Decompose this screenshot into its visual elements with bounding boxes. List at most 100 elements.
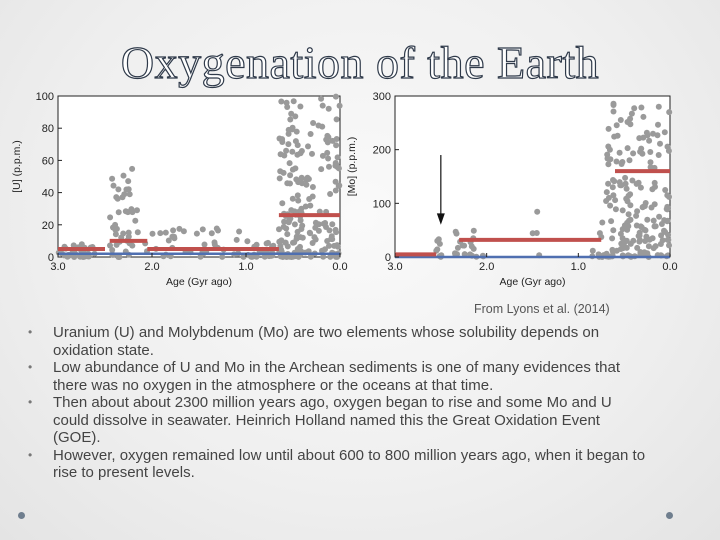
data-point: [149, 230, 156, 237]
data-point: [461, 242, 468, 249]
data-point: [107, 242, 113, 249]
data-point: [298, 174, 305, 181]
data-point: [332, 93, 339, 100]
arrow-head-icon: [436, 213, 445, 225]
data-point: [293, 176, 300, 183]
figure-svg: 0 20 40 60 80 100 3.0 2.0 1.0 0.0 Age (Gyr ago) [U]…: [11, 91, 678, 288]
data-point: [283, 147, 290, 154]
data-point: [613, 158, 620, 165]
data-point: [666, 109, 673, 116]
y-tick-label: 20: [42, 220, 54, 232]
data-point: [157, 230, 164, 237]
data-point: [326, 163, 332, 170]
data-point: [624, 119, 631, 125]
y-tick-label: 0: [48, 252, 54, 264]
data-point: [630, 150, 637, 157]
data-point: [307, 253, 314, 260]
bullet-item: • Uranium (U) and Molybdenum (Mo) are two…: [28, 324, 648, 359]
data-point: [332, 187, 339, 194]
data-point: [327, 191, 334, 197]
data-point: [605, 180, 612, 187]
data-point: [609, 246, 616, 253]
data-point: [285, 126, 292, 133]
data-point: [664, 218, 671, 225]
y-tick-label: 100: [373, 198, 391, 210]
data-point: [286, 160, 293, 167]
data-point: [645, 243, 652, 250]
bullet-list: • Uranium (U) and Molybdenum (Mo) are two…: [28, 324, 648, 482]
data-point: [454, 244, 461, 251]
data-point: [316, 208, 323, 215]
bullet-text: Then about about 2300 million years ago,…: [53, 394, 612, 446]
data-point: [603, 189, 610, 196]
data-point: [607, 202, 614, 209]
data-point: [324, 139, 331, 146]
data-point: [319, 123, 326, 130]
data-point: [624, 226, 631, 233]
data-point: [634, 244, 641, 251]
bullet-text: However, oxygen remained low until about…: [53, 446, 646, 482]
figure-panel: 0 20 40 60 80 100 3.0 2.0 1.0 0.0 Age (Gyr ago) [U]…: [8, 86, 708, 296]
y-tick-label: 40: [42, 188, 54, 200]
y-tick-label: 300: [373, 91, 391, 103]
data-point: [276, 175, 283, 182]
data-point: [647, 159, 654, 166]
x-tick-label: 2.0: [144, 261, 159, 273]
data-point: [651, 179, 658, 186]
data-point: [639, 150, 646, 157]
data-point: [280, 223, 287, 230]
data-point: [276, 226, 282, 233]
data-point: [657, 140, 663, 147]
data-point: [643, 129, 650, 136]
data-point: [309, 193, 316, 200]
data-point: [616, 149, 623, 156]
data-point: [162, 229, 169, 236]
data-point: [287, 116, 294, 123]
data-point: [662, 229, 669, 235]
data-point: [112, 231, 119, 238]
y-axis-label: [Mo] (p.p.m.): [346, 137, 358, 197]
data-point: [650, 245, 657, 252]
data-point: [633, 212, 640, 219]
data-point: [534, 208, 541, 215]
data-point: [298, 226, 305, 232]
data-point: [333, 136, 340, 142]
data-point: [634, 208, 641, 215]
data-point: [655, 121, 661, 128]
data-point: [318, 166, 325, 173]
data-point: [599, 219, 606, 226]
x-tick-label: 3.0: [50, 261, 65, 273]
data-point: [307, 131, 314, 137]
data-point: [215, 227, 221, 234]
data-point: [622, 174, 629, 181]
bullet-icon: •: [28, 447, 33, 462]
bullet-item: • Then about about 2300 million years ago…: [28, 394, 648, 447]
data-point: [650, 217, 657, 224]
data-point: [197, 253, 204, 260]
bullet-icon: •: [28, 395, 33, 409]
data-point: [233, 236, 240, 243]
data-point: [617, 230, 624, 237]
data-point: [636, 229, 643, 236]
data-point: [617, 182, 624, 189]
data-point: [109, 175, 116, 182]
data-point: [617, 246, 624, 252]
data-point: [654, 132, 661, 139]
data-point: [134, 207, 140, 214]
data-point: [628, 110, 635, 117]
data-point: [304, 174, 311, 181]
data-point: [70, 242, 77, 249]
data-point: [666, 193, 672, 200]
data-point: [289, 166, 296, 173]
data-point: [291, 221, 298, 228]
data-point: [605, 143, 612, 150]
data-point: [436, 240, 443, 247]
data-point: [652, 223, 659, 230]
x-tick-label: 0.0: [662, 261, 677, 273]
data-point: [265, 239, 271, 246]
data-point: [312, 219, 319, 226]
data-point: [116, 254, 123, 260]
data-point: [529, 230, 536, 237]
data-point: [113, 194, 120, 201]
